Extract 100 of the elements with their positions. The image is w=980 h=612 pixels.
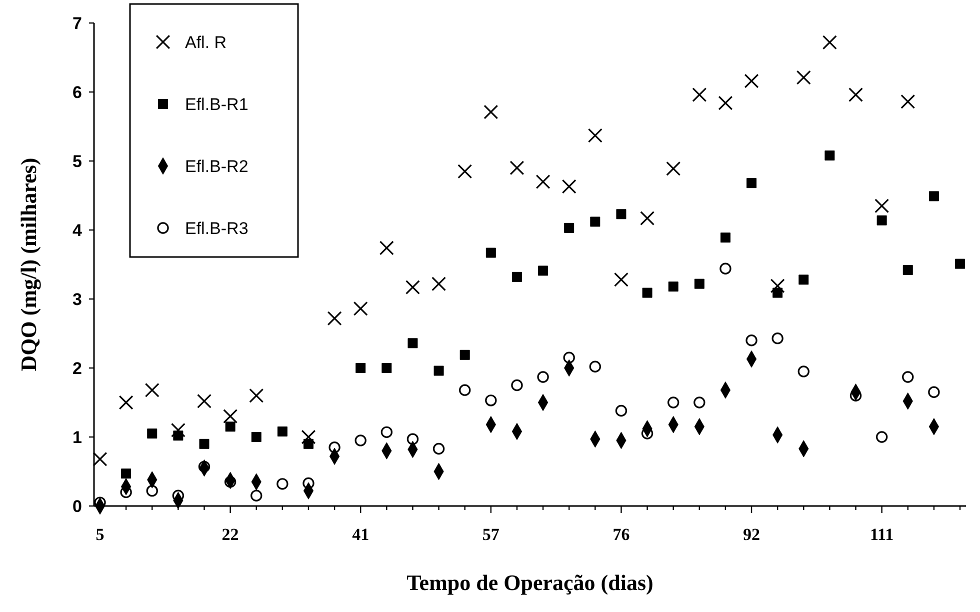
point xyxy=(251,432,262,442)
point xyxy=(718,96,733,110)
y-tick-label: 5 xyxy=(72,152,82,171)
point xyxy=(144,382,160,398)
point xyxy=(432,276,446,292)
point xyxy=(614,272,628,287)
point xyxy=(955,258,965,269)
point xyxy=(640,211,655,226)
point xyxy=(276,478,288,490)
point xyxy=(92,452,108,466)
point xyxy=(772,288,783,298)
point xyxy=(458,164,472,179)
point xyxy=(147,428,158,439)
point xyxy=(485,394,497,406)
y-tick-label: 4 xyxy=(72,220,83,240)
point xyxy=(537,371,549,383)
point xyxy=(199,438,210,449)
point xyxy=(356,363,366,373)
point xyxy=(824,150,835,160)
y-axis-title: DQO (mg/l) (milhares) xyxy=(16,158,41,372)
point xyxy=(772,332,784,344)
point xyxy=(121,468,132,479)
point xyxy=(590,216,600,227)
point xyxy=(353,301,368,316)
point xyxy=(668,282,678,292)
point xyxy=(562,179,576,194)
point xyxy=(197,394,212,408)
point xyxy=(536,174,550,189)
y-tick-label: 3 xyxy=(72,290,82,309)
point xyxy=(225,422,236,432)
point xyxy=(642,288,652,298)
point xyxy=(928,191,939,202)
point xyxy=(667,396,680,408)
point xyxy=(746,334,758,346)
point xyxy=(770,278,785,294)
x-tick-label: 111 xyxy=(870,525,894,544)
x-tick-label: 92 xyxy=(743,525,760,544)
y-tick-label: 2 xyxy=(72,358,82,378)
point xyxy=(564,222,574,233)
legend-label: Efl.B-R3 xyxy=(185,218,248,238)
x-tick-label: 41 xyxy=(352,525,370,544)
point xyxy=(822,35,837,50)
point xyxy=(223,409,238,424)
point xyxy=(250,490,262,502)
point xyxy=(511,379,523,392)
legend-label: Efl.B-R1 xyxy=(185,94,248,114)
point xyxy=(354,434,366,446)
point xyxy=(692,88,707,102)
point xyxy=(538,266,548,276)
point xyxy=(302,477,314,490)
point xyxy=(327,311,342,326)
point xyxy=(900,94,916,109)
point xyxy=(694,278,704,289)
point xyxy=(459,384,471,396)
point xyxy=(876,215,887,226)
y-tick-label: 6 xyxy=(72,82,82,102)
point xyxy=(694,396,706,408)
point xyxy=(434,366,444,376)
x-tick-label: 5 xyxy=(96,525,104,544)
point xyxy=(902,265,913,276)
point xyxy=(666,161,681,176)
y-tick-label: 7 xyxy=(72,14,82,33)
point xyxy=(173,430,184,441)
y-tick-label: 0 xyxy=(72,496,82,516)
point xyxy=(198,460,210,473)
point xyxy=(406,433,419,445)
point xyxy=(848,88,863,102)
point xyxy=(589,360,601,372)
point xyxy=(224,476,236,488)
point xyxy=(720,262,732,274)
y-tick-label: 1 xyxy=(72,428,82,447)
point xyxy=(382,363,392,373)
point xyxy=(902,371,914,383)
point xyxy=(249,388,264,403)
point xyxy=(328,442,340,454)
point xyxy=(746,178,757,188)
point xyxy=(510,160,524,176)
point xyxy=(380,426,393,438)
x-tick-label: 76 xyxy=(612,525,630,544)
point xyxy=(796,70,811,85)
point xyxy=(146,484,158,497)
point xyxy=(616,209,626,220)
point xyxy=(301,430,316,444)
point xyxy=(874,198,890,214)
point xyxy=(486,248,496,258)
point xyxy=(928,386,940,398)
point xyxy=(563,352,575,364)
x-tick-label: 22 xyxy=(222,525,239,544)
point xyxy=(460,350,470,360)
x-tick-label: 57 xyxy=(482,525,500,544)
point xyxy=(408,338,418,348)
point xyxy=(379,240,394,256)
point xyxy=(744,74,759,88)
point xyxy=(876,431,888,443)
point xyxy=(118,395,134,410)
legend-label: Efl.B-R2 xyxy=(185,156,248,176)
point xyxy=(277,426,288,436)
point xyxy=(615,404,628,417)
point xyxy=(303,438,314,449)
point xyxy=(484,104,498,120)
